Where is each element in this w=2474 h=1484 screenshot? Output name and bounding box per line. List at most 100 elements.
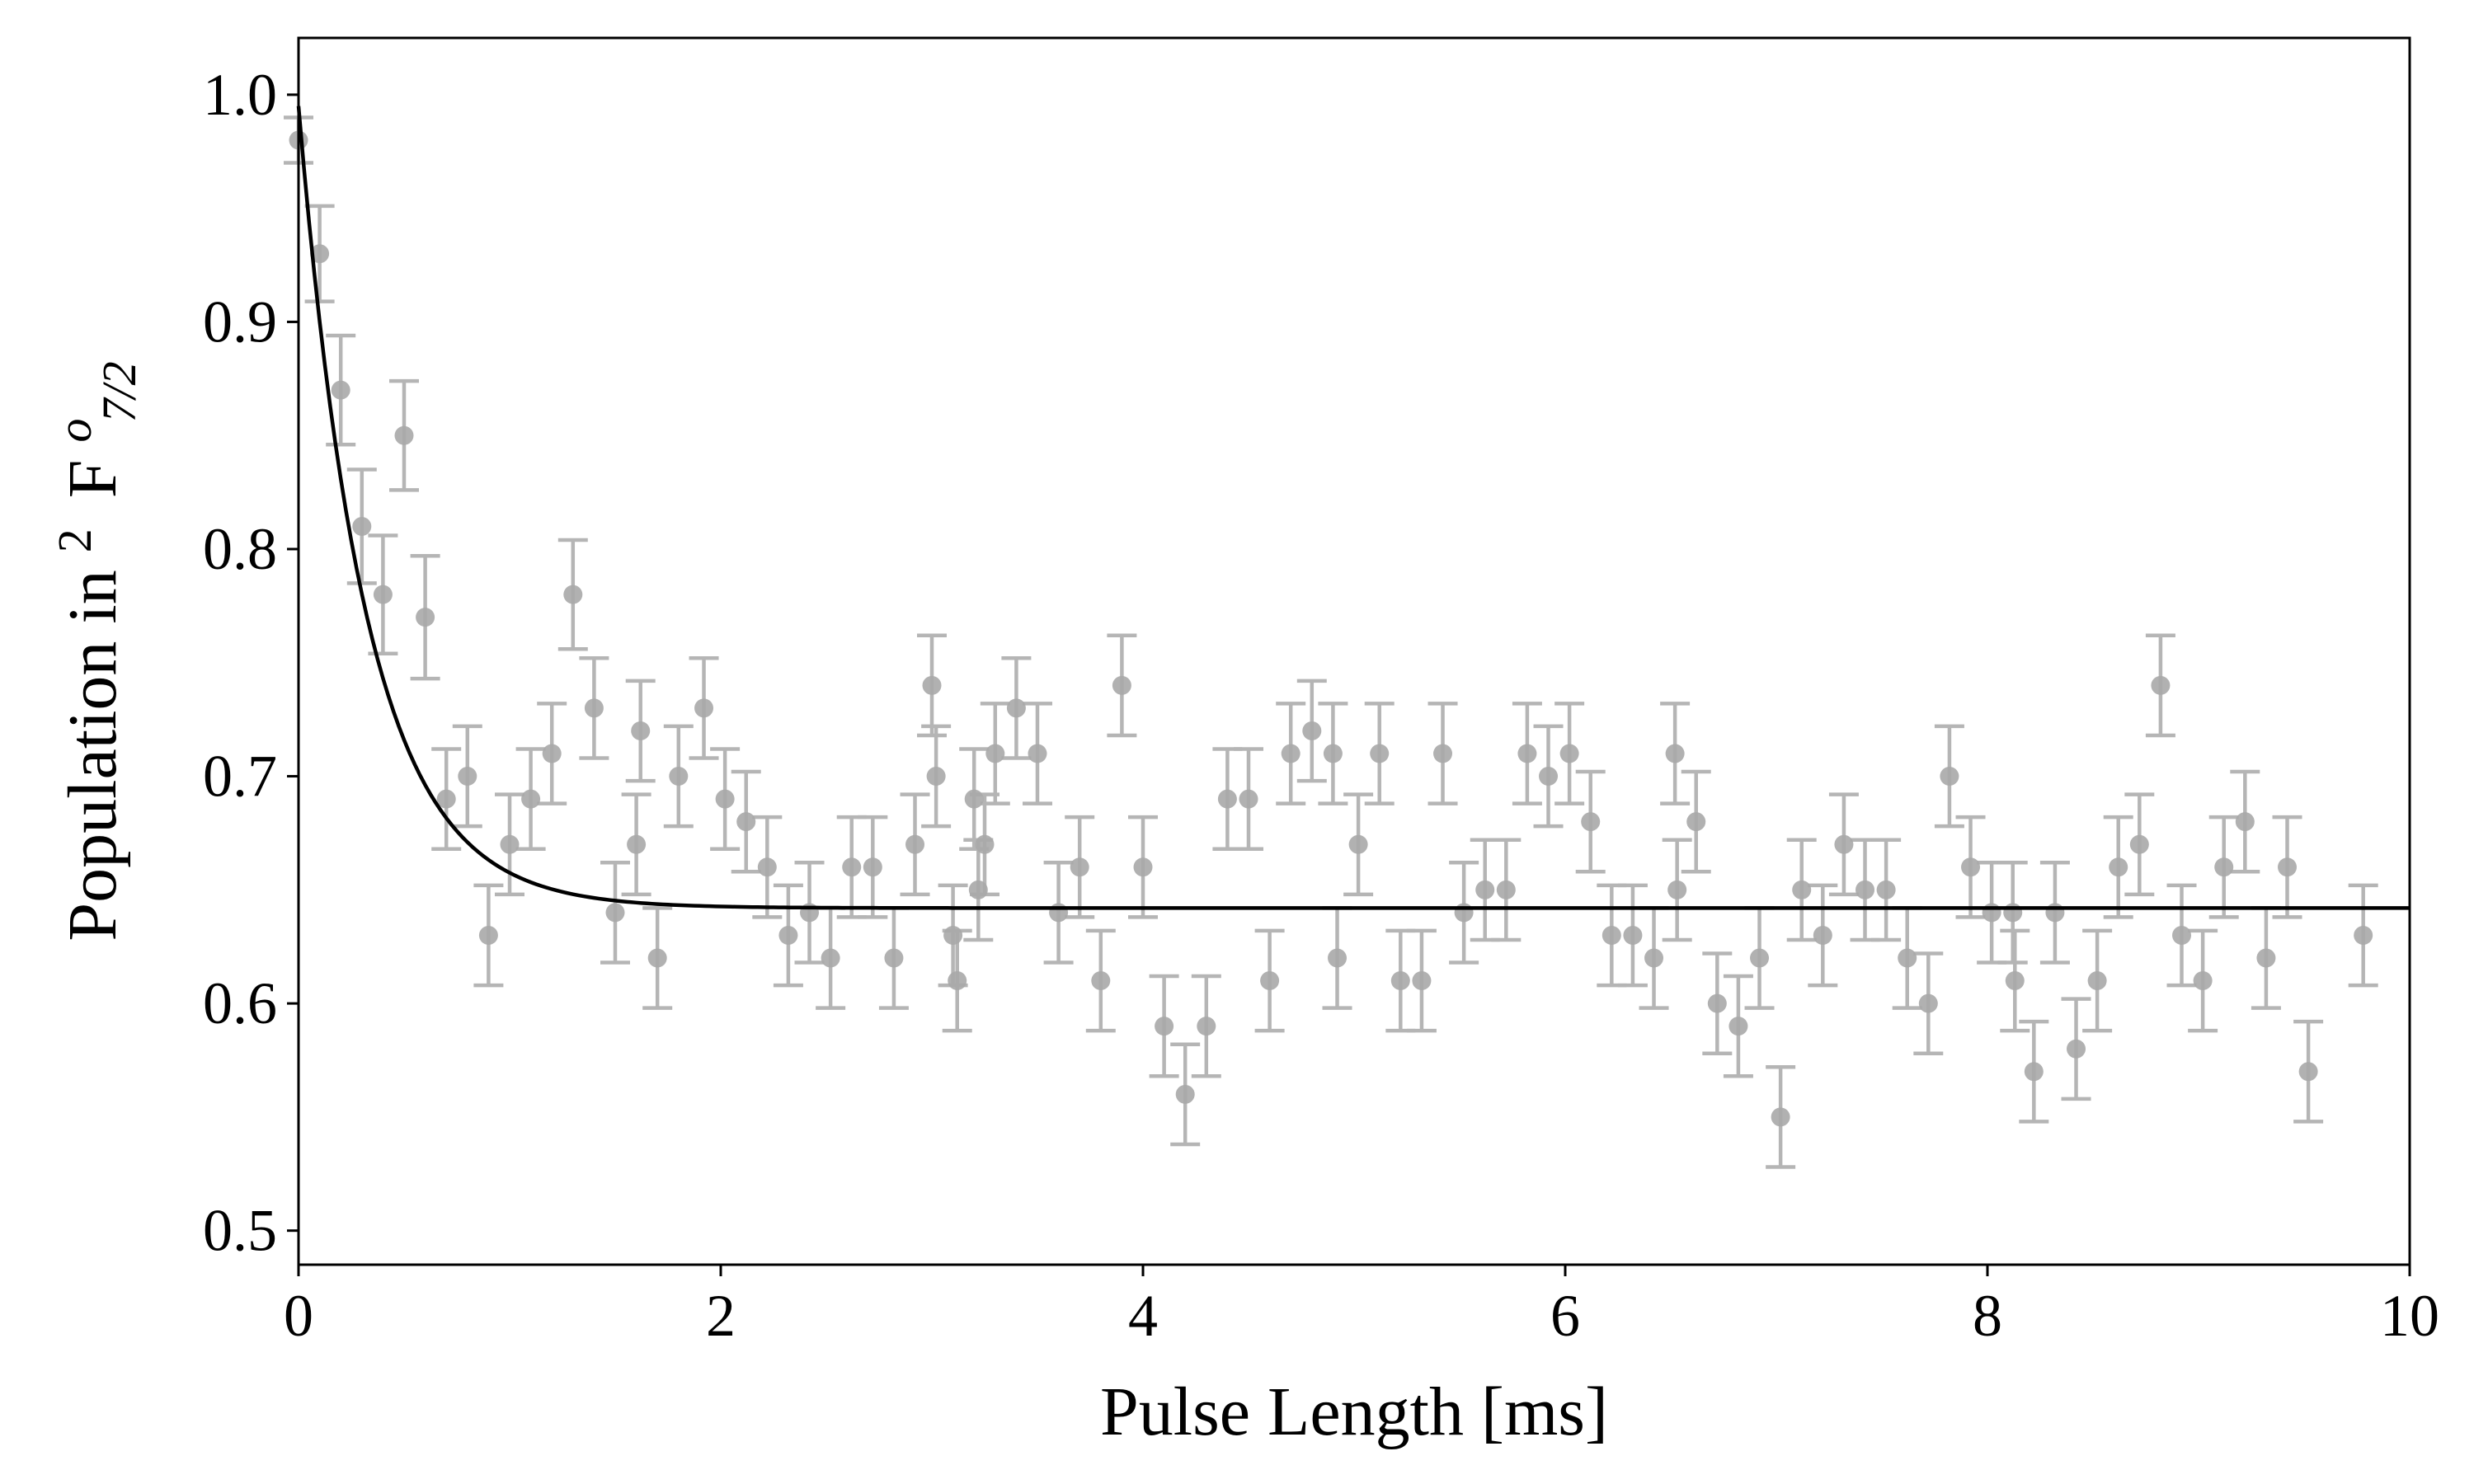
data-point (715, 789, 735, 809)
data-point (736, 812, 756, 832)
data-point (2129, 834, 2149, 854)
data-point (352, 516, 372, 536)
data-point (1390, 971, 1410, 991)
y-tick-label: 0.7 (203, 744, 277, 810)
data-point (1133, 857, 1153, 877)
data-point (1665, 744, 1685, 763)
x-axis-title: Pulse Length [ms] (1100, 1374, 1608, 1450)
data-point (436, 789, 456, 809)
data-point (1006, 698, 1026, 718)
data-point (1433, 744, 1453, 763)
y-axis-title-subscript: 7/2 (92, 361, 146, 422)
data-point (943, 925, 963, 945)
x-axis-ticks: 0 2 4 6 8 10 (284, 1265, 2439, 1349)
data-point (627, 834, 647, 854)
data-point (1559, 744, 1579, 763)
data-point (2235, 812, 2255, 832)
data-point (1370, 744, 1390, 763)
data-point (1623, 925, 1643, 945)
data-point (1539, 767, 1559, 787)
data-point (605, 903, 625, 923)
data-point (1412, 971, 1432, 991)
data-point (1876, 880, 1896, 899)
data-point (1049, 903, 1069, 923)
data-point (1348, 834, 1368, 854)
points-layer (289, 130, 2373, 1127)
data-point (2172, 925, 2192, 945)
data-point (948, 971, 967, 991)
data-point (694, 698, 714, 718)
data-point (905, 834, 925, 854)
data-point (842, 857, 862, 877)
data-point (310, 244, 330, 264)
y-axis-title-term: F (54, 460, 131, 499)
x-tick-label: 2 (706, 1283, 736, 1349)
data-point (1197, 1017, 1216, 1036)
y-tick-label: 0.8 (203, 516, 277, 582)
data-point (1940, 767, 1959, 787)
data-point (1707, 993, 1727, 1013)
data-point (478, 925, 498, 945)
data-point (964, 789, 984, 809)
x-tick-label: 10 (2380, 1283, 2439, 1349)
data-point (1898, 948, 1917, 968)
data-point (394, 425, 414, 445)
data-point (2354, 925, 2373, 945)
data-point (458, 767, 477, 787)
data-point (1982, 903, 2001, 923)
y-axis-title-right-superscript: o (48, 419, 101, 443)
data-point (2067, 1039, 2086, 1059)
data-point (1792, 880, 1812, 899)
data-point (2109, 857, 2128, 877)
data-point (563, 585, 583, 604)
data-point (1961, 857, 1981, 877)
data-point (1028, 744, 1047, 763)
data-point (647, 948, 667, 968)
errorbars-layer (284, 115, 2378, 1169)
data-point (2003, 903, 2023, 923)
data-point (1239, 789, 1258, 809)
data-point (1454, 903, 1474, 923)
fit-curve (296, 106, 2410, 910)
data-point (521, 789, 541, 809)
x-tick-label: 8 (1973, 1283, 2002, 1349)
data-point (2256, 948, 2276, 968)
data-point (1155, 1017, 1174, 1036)
data-point (2151, 675, 2171, 695)
data-point (757, 857, 777, 877)
data-point (416, 608, 435, 627)
y-tick-label: 0.5 (203, 1198, 277, 1264)
data-point (821, 948, 840, 968)
data-point (1602, 925, 1621, 945)
data-point (2045, 903, 2065, 923)
data-point (1302, 721, 1322, 740)
data-point (1581, 812, 1601, 832)
data-point (1918, 993, 1938, 1013)
data-point (1771, 1107, 1790, 1127)
data-point (1475, 880, 1495, 899)
y-tick-label: 1.0 (203, 62, 277, 128)
data-point (2193, 971, 2213, 991)
data-point (1644, 948, 1664, 968)
data-point (1667, 880, 1687, 899)
data-point (584, 698, 604, 718)
data-point (1856, 880, 1875, 899)
data-point (1834, 834, 1854, 854)
y-tick-label: 0.9 (203, 289, 277, 355)
data-point (2024, 1062, 2044, 1082)
data-point (1175, 1084, 1195, 1104)
data-point (1070, 857, 1089, 877)
data-point (1323, 744, 1343, 763)
data-point (1496, 880, 1516, 899)
data-point (2087, 971, 2107, 991)
data-point (975, 834, 995, 854)
y-axis-title-prefix: Population in (54, 552, 131, 941)
data-point (778, 925, 798, 945)
y-axis-title: Population in 2 F o 7/2 (30, 361, 146, 941)
plot-area-frame (297, 36, 2411, 1266)
data-point (1260, 971, 1280, 991)
data-point (631, 721, 651, 740)
data-point (1091, 971, 1111, 991)
